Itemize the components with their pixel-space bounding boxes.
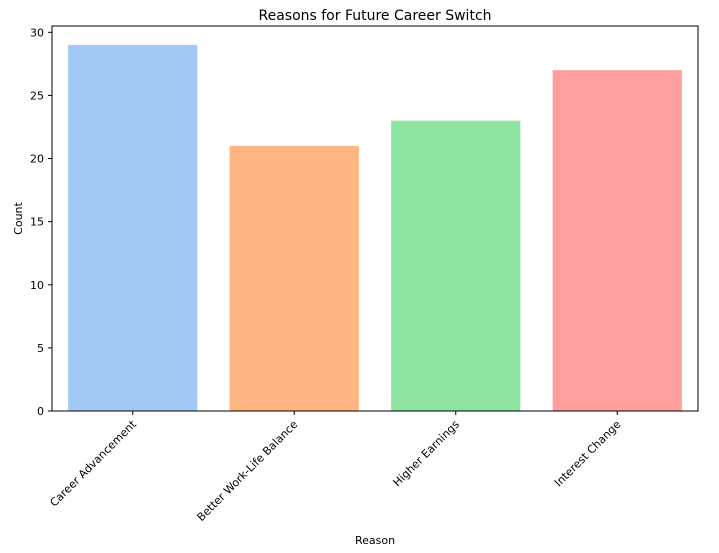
x-tick-label: Career Advancement [47, 417, 139, 509]
bar-career-advancement [68, 44, 198, 412]
bar-higher-earnings [391, 120, 521, 412]
y-tick-label: 10 [30, 279, 44, 292]
x-tick-label: Interest Change [552, 418, 624, 490]
y-tick-label: 15 [30, 216, 44, 229]
x-tick-label: Better Work-Life Balance [194, 418, 300, 524]
y-tick-label: 20 [30, 153, 44, 166]
y-axis-ticks: 0 5 10 15 20 25 30 [30, 26, 52, 418]
bar-interest-change [552, 70, 682, 411]
plot-frame [51, 25, 699, 412]
bars-layer [68, 44, 682, 412]
bar-better-work-life-balance [229, 145, 359, 411]
y-axis-label: Count [12, 201, 25, 234]
x-axis-label: Reason [355, 534, 395, 547]
x-tick-label: Higher Earnings [391, 418, 462, 489]
y-tick-label: 25 [30, 89, 44, 102]
y-tick-label: 0 [37, 405, 44, 418]
y-tick-label: 30 [30, 26, 44, 39]
y-tick-label: 5 [37, 342, 44, 355]
x-axis-ticks: Career Advancement Better Work-Life Balan… [47, 411, 624, 524]
chart-title: Reasons for Future Career Switch [258, 8, 491, 24]
